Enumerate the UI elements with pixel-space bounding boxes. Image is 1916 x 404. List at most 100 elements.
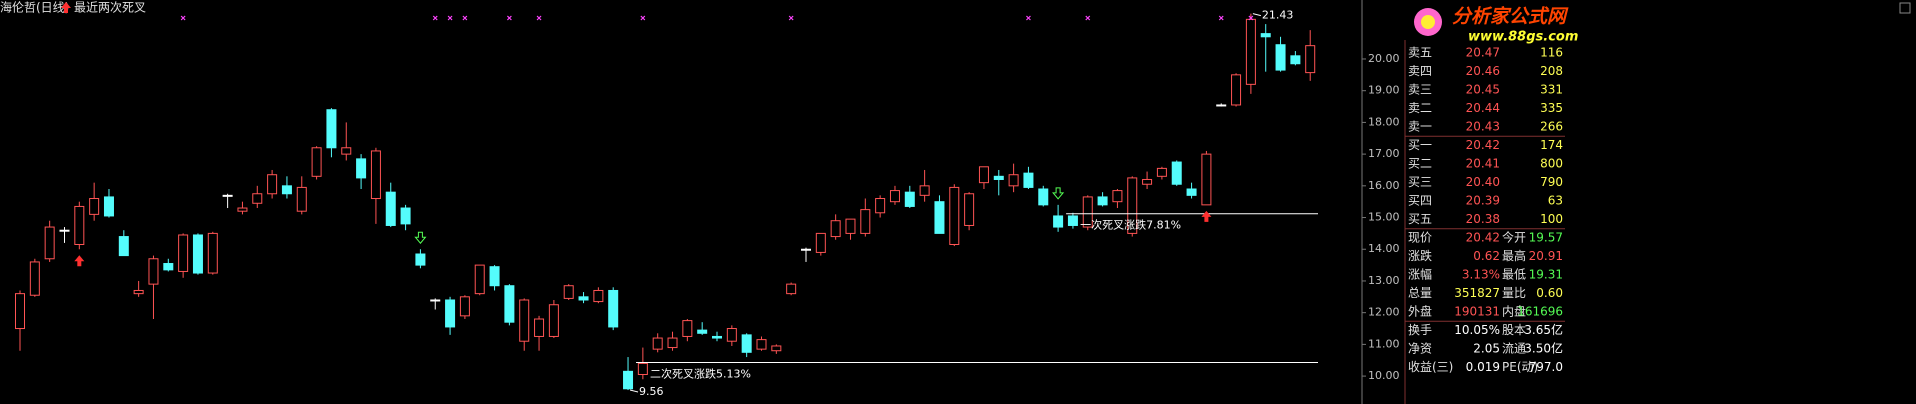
book-price: 20.47 xyxy=(1466,46,1500,60)
book-label: 买三 xyxy=(1408,175,1432,189)
candle-body xyxy=(1156,167,1167,177)
candle-body xyxy=(459,296,470,317)
reference-label: 二次死叉涨跌5.13% xyxy=(650,366,751,380)
candle-body xyxy=(178,234,189,272)
candle-body xyxy=(1008,174,1019,187)
candle-body xyxy=(311,147,322,177)
y-tick-label: 11.00 xyxy=(1368,337,1400,350)
y-tick-label: 18.00 xyxy=(1368,115,1400,128)
candle-body xyxy=(1216,104,1227,107)
candle-body xyxy=(1260,33,1271,38)
candle-body xyxy=(904,191,915,207)
logo-url: www.88gs.com xyxy=(1468,30,1578,45)
price-pointer xyxy=(1252,13,1262,17)
logo-name: 分析家公式网 xyxy=(1452,6,1569,28)
stat-label: 收益(三) xyxy=(1408,360,1453,374)
candle-body xyxy=(919,185,930,196)
cross-marker xyxy=(788,15,794,21)
candle-body xyxy=(89,198,100,215)
stat-label: 流通 xyxy=(1502,342,1526,356)
candle-body xyxy=(1231,74,1242,106)
book-label: 卖一 xyxy=(1408,120,1432,134)
candle-body xyxy=(385,191,396,226)
stat-value: 3.50亿 xyxy=(1524,341,1563,356)
candle-body xyxy=(489,266,500,287)
candle-body xyxy=(741,334,752,353)
sell-arrow xyxy=(1052,187,1065,200)
book-price: 20.43 xyxy=(1466,120,1500,134)
stat-label: 今开 xyxy=(1502,230,1526,245)
stat-label: 现价 xyxy=(1408,231,1432,245)
book-price: 20.41 xyxy=(1466,157,1500,171)
reference-label: 一次死叉涨跌7.81% xyxy=(1080,218,1181,232)
candle-body xyxy=(474,264,485,295)
stat-value: 10.05% xyxy=(1454,323,1500,337)
book-label: 卖二 xyxy=(1408,101,1432,115)
book-label: 买四 xyxy=(1408,194,1432,208)
stat-label: PE(动) xyxy=(1502,360,1538,374)
candle-body xyxy=(237,207,248,212)
cross-marker xyxy=(506,15,512,21)
candle-body xyxy=(59,229,70,232)
window-button[interactable] xyxy=(1899,2,1911,14)
stat-value: 3.65亿 xyxy=(1524,322,1563,337)
stat-value: 19.57 xyxy=(1529,231,1563,245)
candle-body xyxy=(118,236,129,257)
book-label: 买五 xyxy=(1408,212,1432,226)
candle-body xyxy=(192,234,203,274)
stat-value: 0.019 xyxy=(1466,360,1500,374)
candle-body xyxy=(652,337,663,350)
price-pointer xyxy=(629,389,639,393)
candle-body xyxy=(44,226,55,260)
stat-value: 190131 xyxy=(1454,305,1500,319)
stat-value: 2.05 xyxy=(1473,342,1500,356)
stat-value: 0.60 xyxy=(1536,286,1563,300)
candle-body xyxy=(163,263,174,271)
candle-body xyxy=(978,166,989,184)
candle-body xyxy=(637,362,648,376)
candle-body xyxy=(1186,188,1197,196)
stat-value: 20.42 xyxy=(1466,231,1500,245)
candle-body xyxy=(1082,196,1093,228)
y-tick-label: 20.00 xyxy=(1368,52,1400,65)
candle-body xyxy=(1201,153,1212,206)
candle-body xyxy=(356,158,367,179)
book-price: 20.38 xyxy=(1466,212,1500,226)
book-volume: 100 xyxy=(1540,212,1563,226)
stat-label: 量比 xyxy=(1502,286,1526,300)
candle-body xyxy=(29,261,40,296)
y-tick-label: 13.00 xyxy=(1368,274,1400,287)
book-volume: 331 xyxy=(1540,83,1563,97)
price-label: 9.56 xyxy=(639,385,664,398)
candle-body xyxy=(207,232,218,274)
candle-body xyxy=(267,174,278,195)
cross-marker xyxy=(1218,15,1224,21)
y-tick-label: 16.00 xyxy=(1368,179,1400,192)
stat-value: 3.13% xyxy=(1462,268,1500,282)
y-tick-label: 14.00 xyxy=(1368,242,1400,255)
stat-label: 外盘 xyxy=(1408,304,1432,319)
book-label: 卖三 xyxy=(1408,83,1432,97)
cross-marker xyxy=(1026,15,1031,21)
book-price: 20.44 xyxy=(1466,101,1500,115)
candle-body xyxy=(771,345,782,352)
stat-value: 351827 xyxy=(1454,286,1500,300)
stat-label: 换手 xyxy=(1408,323,1432,337)
candle-body xyxy=(623,370,634,390)
logo-flower-center xyxy=(1421,15,1435,29)
candle-body xyxy=(445,299,456,328)
cross-marker xyxy=(432,15,438,21)
stat-label: 涨跌 xyxy=(1408,248,1432,263)
book-price: 20.46 xyxy=(1466,64,1500,78)
book-volume: 174 xyxy=(1540,138,1563,152)
book-label: 卖五 xyxy=(1408,46,1432,60)
book-price: 20.40 xyxy=(1466,175,1500,189)
book-volume: 800 xyxy=(1540,157,1563,171)
y-tick-label: 19.00 xyxy=(1368,84,1400,97)
book-volume: 63 xyxy=(1548,194,1563,208)
candle-body xyxy=(1097,196,1108,206)
candle-body xyxy=(296,186,307,212)
stat-value: 19.31 xyxy=(1529,268,1563,282)
cross-marker xyxy=(180,15,186,21)
candle-body xyxy=(697,329,708,334)
